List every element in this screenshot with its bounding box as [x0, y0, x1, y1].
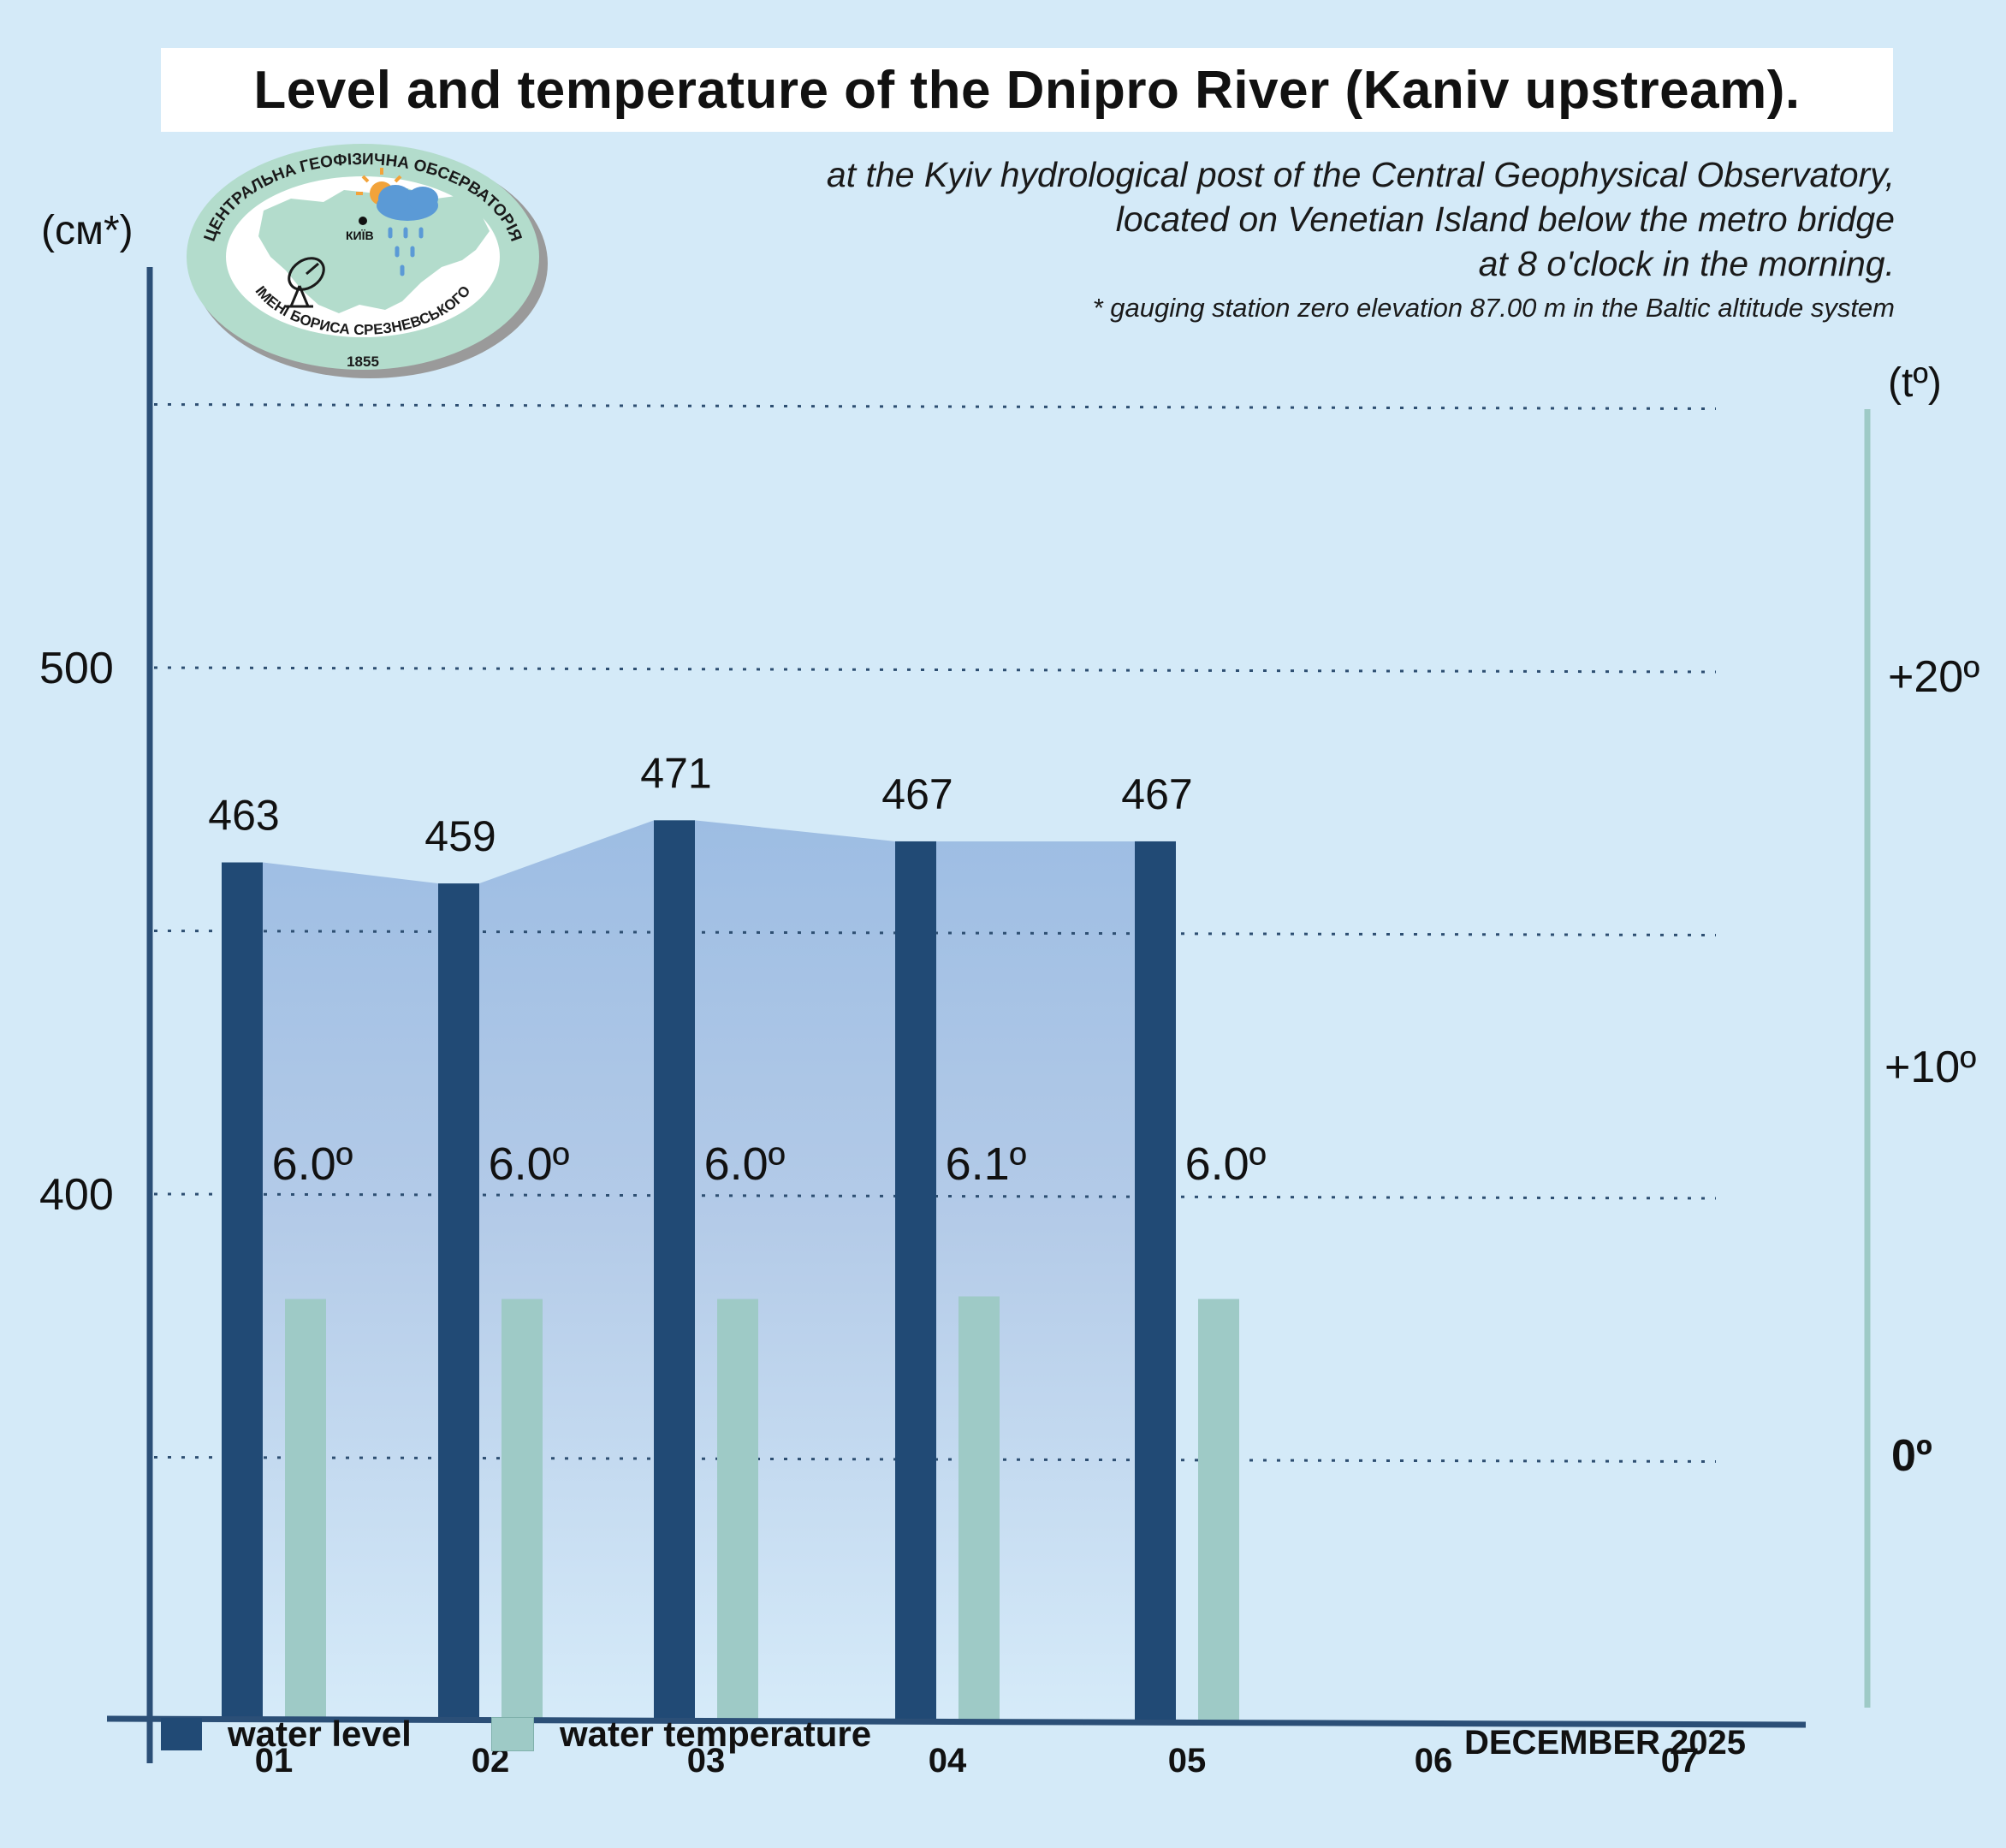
temperature-bar [717, 1298, 758, 1722]
level-value-label: 471 [640, 749, 711, 797]
level-value-label: 467 [881, 770, 953, 818]
temperature-bar [285, 1298, 326, 1722]
temperature-value-label: 6.0º [704, 1138, 786, 1190]
level-bar [438, 883, 479, 1722]
logo-city: КИЇВ [346, 229, 374, 242]
temperature-bar [958, 1296, 1000, 1722]
chart-subtitle: at the Kyiv hydrological post of the Cen… [440, 152, 1895, 286]
right-tick-label: +20º [1888, 652, 1979, 702]
x-tick-label: 01 [255, 1742, 294, 1780]
temperature-value-label: 6.0º [1185, 1138, 1267, 1190]
level-area-fill [222, 820, 1176, 1722]
x-axis [106, 1715, 1807, 1728]
level-value-label: 459 [424, 812, 496, 860]
level-bar [654, 820, 695, 1722]
right-axis-unit: (tº) [1888, 360, 1942, 406]
right-tick-label: +10º [1884, 1043, 1976, 1092]
left-tick-label: 400 [39, 1170, 114, 1220]
legend-water-temperature: water temperature [491, 1714, 871, 1755]
chart-title: Level and temperature of the Dnipro Rive… [253, 60, 1801, 120]
x-tick-label: 03 [687, 1742, 726, 1780]
title-banner: Level and temperature of the Dnipro Rive… [161, 48, 1893, 132]
legend-water-level: water level [161, 1714, 412, 1755]
logo-year: 1855 [347, 354, 379, 370]
level-value-label: 467 [1121, 770, 1192, 818]
elevation-note: * gauging station zero elevation 87.00 m… [1092, 293, 1895, 323]
level-bar [1135, 841, 1176, 1723]
legend-label-level: water level [228, 1714, 412, 1754]
observatory-logo: ЦЕНТРАЛЬНА ГЕОФІЗИЧНА ОБСЕРВАТОРІЯ ІМЕНІ… [187, 144, 548, 378]
level-bar [895, 841, 936, 1723]
rain-cloud-icon [377, 185, 438, 276]
level-bar [222, 862, 263, 1722]
temperature-bar [1198, 1298, 1239, 1722]
legend-swatch-level [161, 1718, 202, 1750]
legend-swatch-temp [491, 1717, 534, 1751]
left-axis-unit: (см*) [41, 208, 134, 253]
legend-label-temp: water temperature [560, 1714, 872, 1754]
right-tick-label: 0º [1891, 1431, 1932, 1481]
temperature-value-label: 6.0º [272, 1138, 353, 1190]
satellite-dish-icon [286, 257, 325, 308]
temperature-value-label: 6.0º [489, 1138, 570, 1190]
level-value-label: 463 [208, 792, 279, 840]
gridline [153, 666, 1717, 674]
temperature-value-label: 6.1º [946, 1138, 1027, 1190]
x-tick-label: 04 [929, 1742, 967, 1780]
month-label: DECEMBER 2025 [1463, 1724, 1746, 1762]
subtitle-line: at the Kyiv hydrological post of the Cen… [826, 155, 1895, 194]
x-tick-label: 05 [1168, 1742, 1207, 1780]
gridline [153, 403, 1717, 410]
kyiv-dot [359, 217, 367, 225]
subtitle-line: at 8 o'clock in the morning. [1478, 244, 1895, 283]
x-tick-label: 06 [1415, 1742, 1453, 1780]
left-tick-label: 500 [39, 644, 114, 693]
x-tick-label: 07 [1661, 1742, 1700, 1780]
subtitle-line: located on Venetian Island below the met… [1115, 199, 1895, 239]
temperature-bar [502, 1298, 543, 1722]
